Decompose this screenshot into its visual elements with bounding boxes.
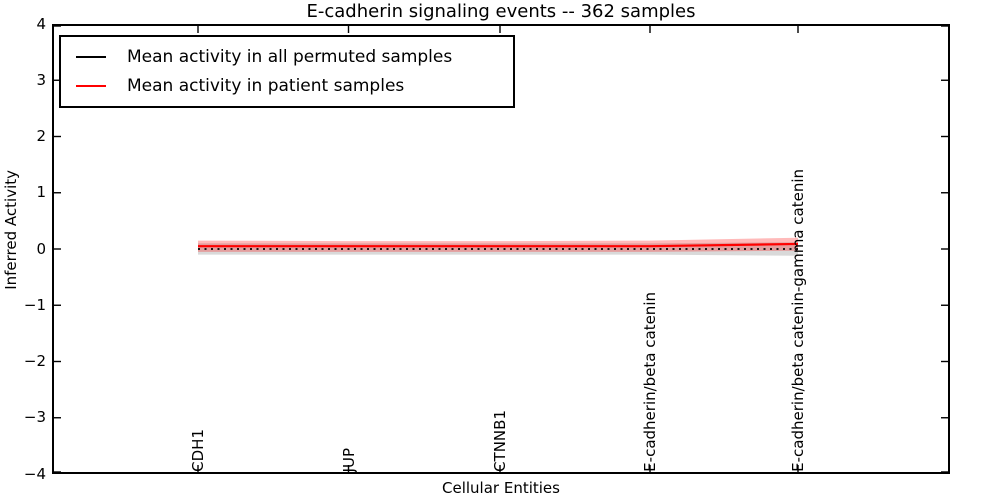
x-tick-label: E-cadherin/beta catenin-gamma catenin: [789, 169, 807, 472]
y-tick-label: −1: [23, 295, 46, 314]
x-tick-label: JUP: [339, 447, 358, 472]
y-tick-label: −4: [23, 464, 46, 483]
y-tick-label: 1: [36, 183, 46, 202]
x-tick-label: CTNNB1: [491, 410, 509, 472]
legend-item-patient: Mean activity in patient samples: [61, 71, 513, 100]
y-tick-label: 3: [36, 70, 46, 89]
y-tick-label: 2: [36, 127, 46, 145]
y-tick-label: 0: [36, 239, 46, 258]
legend-box: Mean activity in all permuted samples Me…: [59, 35, 515, 108]
y-tick-label: −3: [23, 408, 46, 427]
y-tick-label: 4: [36, 14, 46, 33]
permuted-line-swatch: [76, 55, 106, 58]
legend-label-permuted: Mean activity in all permuted samples: [127, 46, 453, 67]
patient-mean-line: [198, 242, 799, 248]
legend-label-patient: Mean activity in patient samples: [127, 75, 405, 96]
y-tick-label: −2: [23, 352, 46, 370]
x-tick-label: CDH1: [189, 429, 207, 472]
legend-item-permuted: Mean activity in all permuted samples: [61, 42, 513, 71]
chart-title: E-cadherin signaling events -- 362 sampl…: [306, 1, 696, 22]
plot-area: [52, 24, 950, 474]
x-tick-label: E-cadherin/beta catenin: [641, 292, 659, 472]
patient-line-swatch: [76, 84, 106, 87]
x-axis-label: Cellular Entities: [442, 479, 560, 497]
axes-frame: [52, 24, 950, 474]
